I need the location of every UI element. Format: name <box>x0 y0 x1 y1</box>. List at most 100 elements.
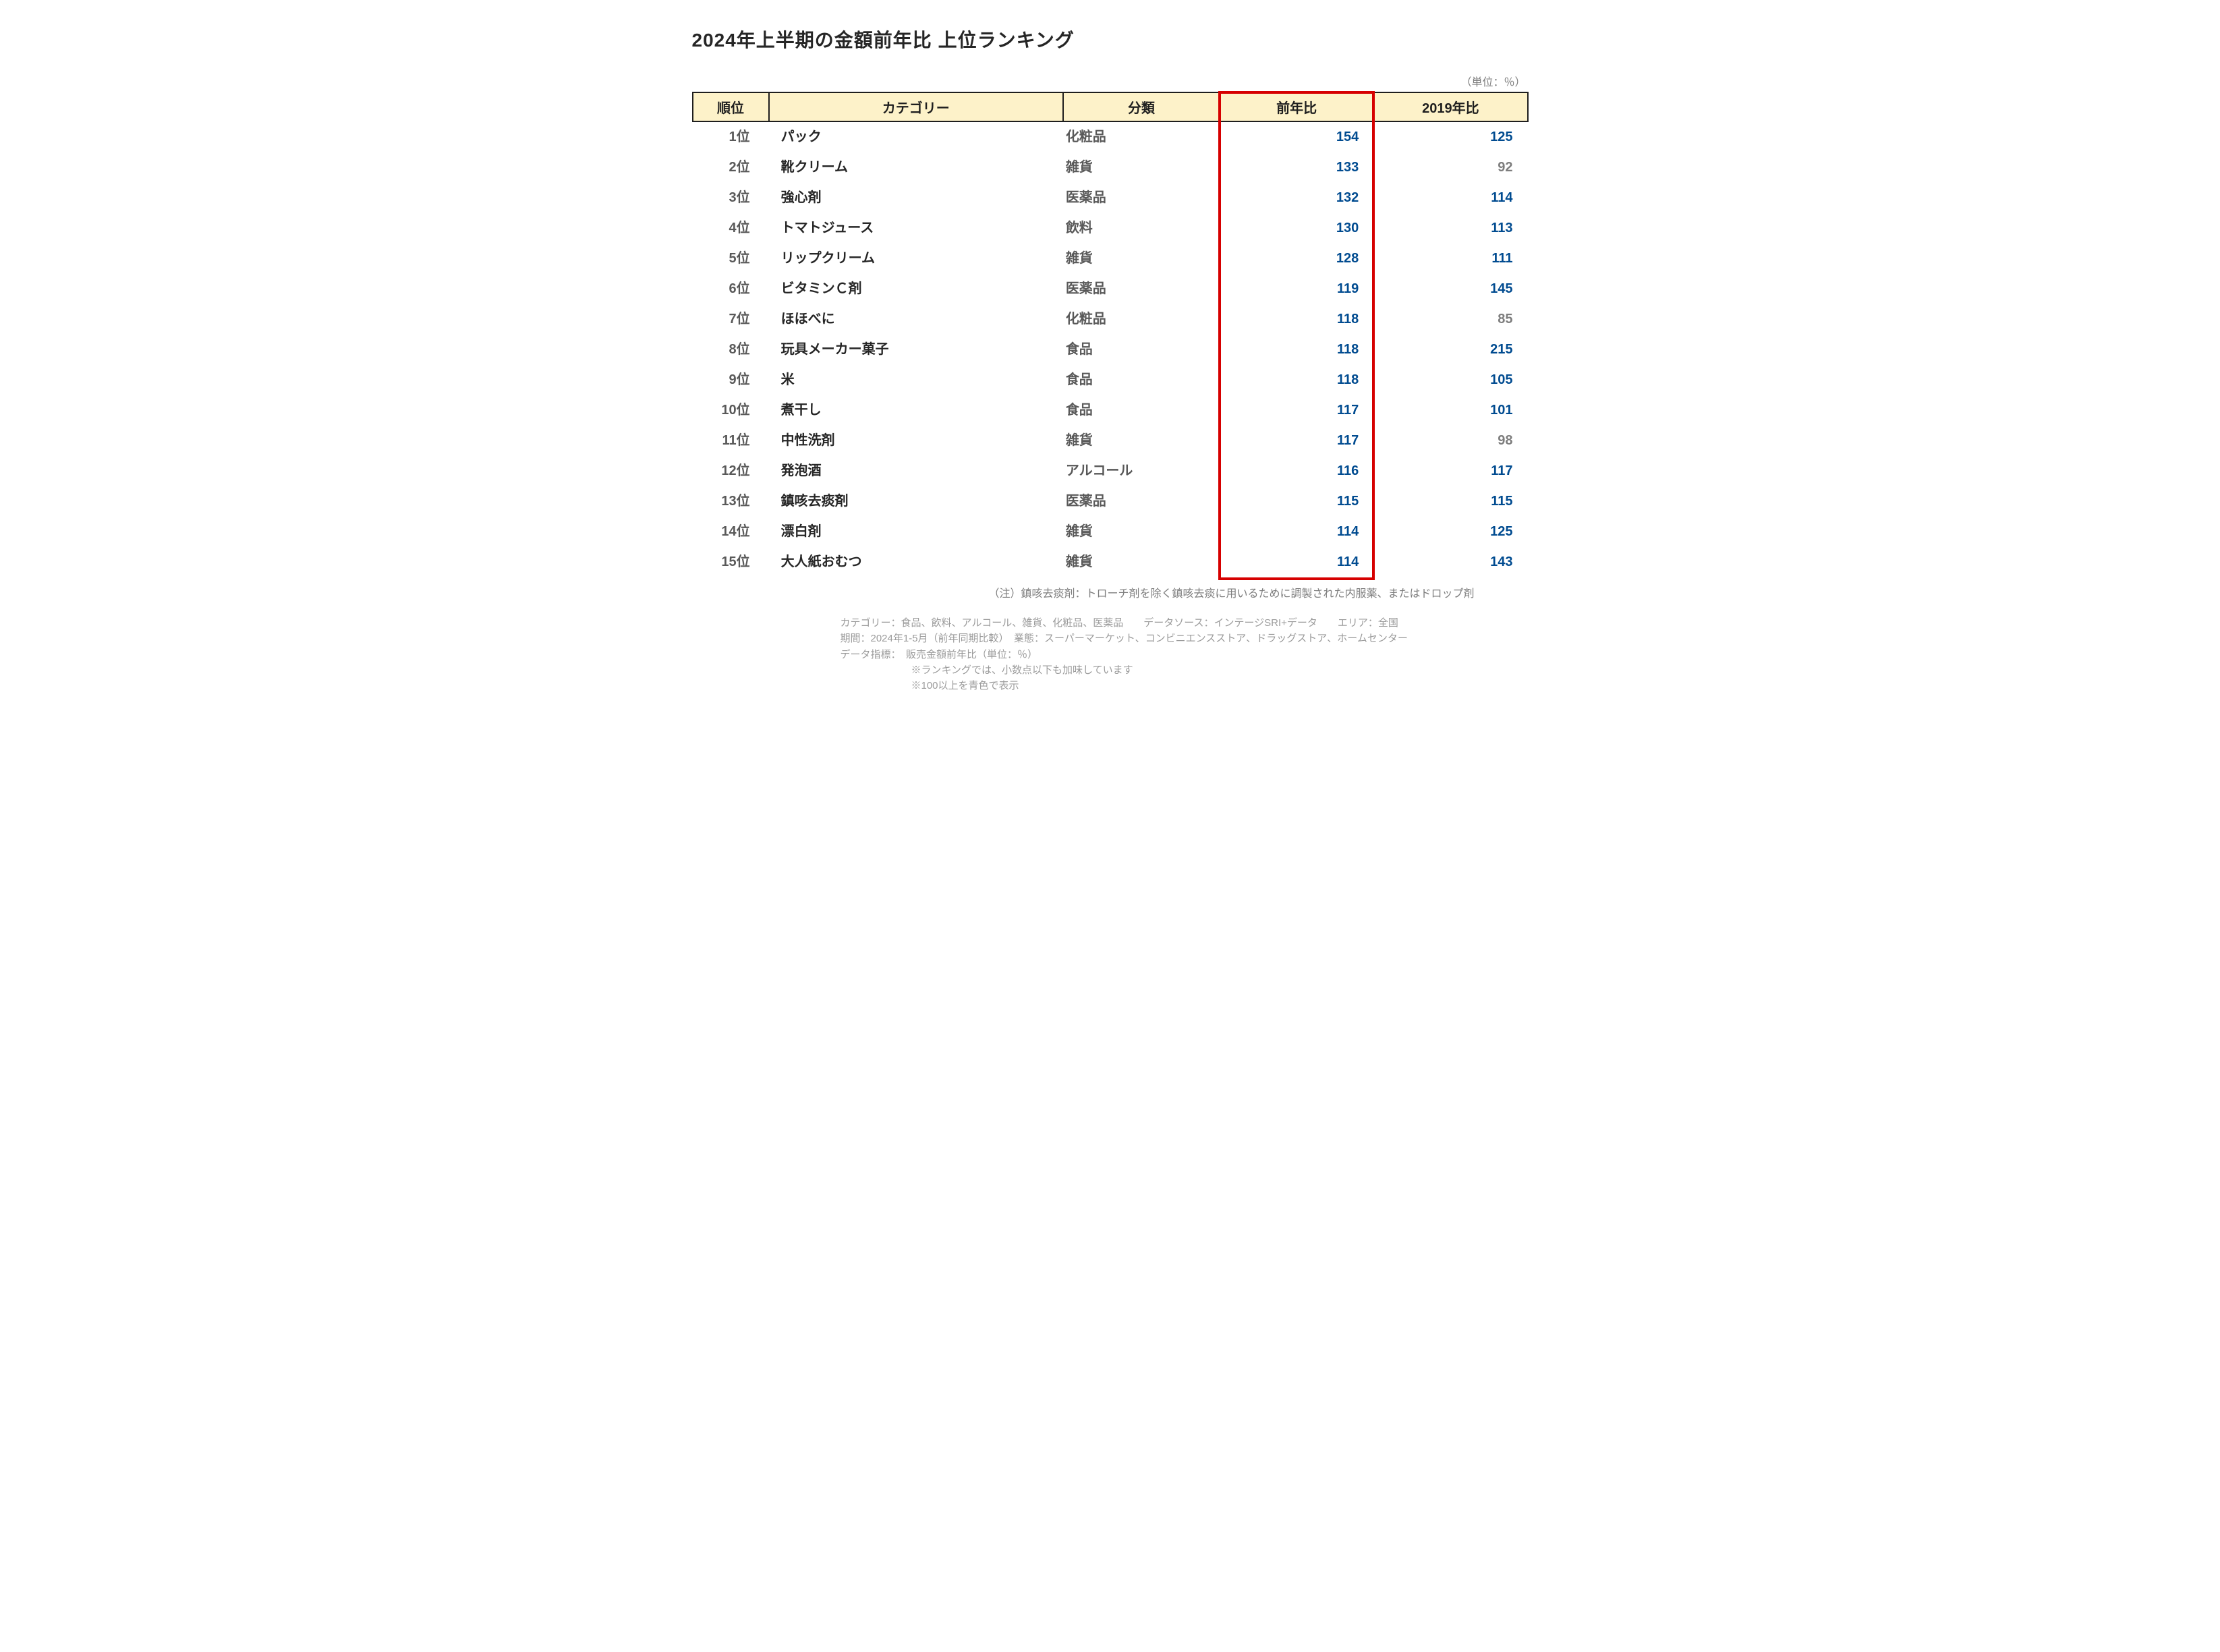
cell-category: トマトジュース <box>769 213 1063 244</box>
cell-yoy: 117 <box>1220 426 1373 456</box>
table-row: 1位パック化粧品154125 <box>693 121 1528 152</box>
cell-type: 化粧品 <box>1063 304 1220 335</box>
cell-yoy: 117 <box>1220 395 1373 426</box>
page-title: 2024年上半期の金額前年比 上位ランキング <box>692 26 1529 53</box>
table-row: 13位鎮咳去痰剤医薬品115115 <box>693 486 1528 517</box>
cell-vs2019: 125 <box>1373 121 1527 152</box>
cell-type: 化粧品 <box>1063 121 1220 152</box>
unit-label: （単位：％） <box>692 73 1529 89</box>
table-row: 14位漂白剤雑貨114125 <box>693 517 1528 547</box>
cell-category: 靴クリーム <box>769 152 1063 183</box>
cell-vs2019: 101 <box>1373 395 1527 426</box>
cell-vs2019: 115 <box>1373 486 1527 517</box>
cell-yoy: 133 <box>1220 152 1373 183</box>
note-line: ※100以上を青色で表示 <box>841 678 1529 693</box>
col-vs2019: 2019年比 <box>1373 92 1527 121</box>
cell-rank: 11位 <box>693 426 769 456</box>
cell-type: 食品 <box>1063 365 1220 395</box>
cell-category: 漂白剤 <box>769 517 1063 547</box>
cell-type: 食品 <box>1063 395 1220 426</box>
cell-rank: 6位 <box>693 274 769 304</box>
cell-yoy: 114 <box>1220 517 1373 547</box>
cell-yoy: 118 <box>1220 335 1373 365</box>
col-rank: 順位 <box>693 92 769 121</box>
table-row: 5位リップクリーム雑貨128111 <box>693 244 1528 274</box>
cell-yoy: 114 <box>1220 547 1373 577</box>
note-line: ※ランキングでは、小数点以下も加味しています <box>841 662 1529 678</box>
cell-category: 煮干し <box>769 395 1063 426</box>
cell-category: ほほべに <box>769 304 1063 335</box>
cell-type: 医薬品 <box>1063 274 1220 304</box>
cell-category: リップクリーム <box>769 244 1063 274</box>
table-row: 2位靴クリーム雑貨13392 <box>693 152 1528 183</box>
cell-vs2019: 117 <box>1373 456 1527 486</box>
cell-category: 大人紙おむつ <box>769 547 1063 577</box>
cell-category: 米 <box>769 365 1063 395</box>
cell-vs2019: 215 <box>1373 335 1527 365</box>
cell-yoy: 115 <box>1220 486 1373 517</box>
cell-yoy: 130 <box>1220 213 1373 244</box>
cell-vs2019: 113 <box>1373 213 1527 244</box>
table-row: 12位発泡酒アルコール116117 <box>693 456 1528 486</box>
cell-rank: 3位 <box>693 183 769 213</box>
col-type: 分類 <box>1063 92 1220 121</box>
cell-rank: 8位 <box>693 335 769 365</box>
cell-type: 食品 <box>1063 335 1220 365</box>
table-row: 9位米食品118105 <box>693 365 1528 395</box>
table-row: 8位玩具メーカー菓子食品118215 <box>693 335 1528 365</box>
cell-rank: 14位 <box>693 517 769 547</box>
cell-rank: 1位 <box>693 121 769 152</box>
cell-category: 玩具メーカー菓子 <box>769 335 1063 365</box>
cell-category: 鎮咳去痰剤 <box>769 486 1063 517</box>
cell-type: 医薬品 <box>1063 486 1220 517</box>
cell-yoy: 118 <box>1220 304 1373 335</box>
cell-category: 発泡酒 <box>769 456 1063 486</box>
cell-yoy: 119 <box>1220 274 1373 304</box>
cell-type: 雑貨 <box>1063 152 1220 183</box>
cell-yoy: 132 <box>1220 183 1373 213</box>
col-yoy: 前年比 <box>1220 92 1373 121</box>
table-row: 11位中性洗剤雑貨11798 <box>693 426 1528 456</box>
cell-rank: 9位 <box>693 365 769 395</box>
cell-rank: 7位 <box>693 304 769 335</box>
cell-rank: 4位 <box>693 213 769 244</box>
cell-vs2019: 143 <box>1373 547 1527 577</box>
footnotes: （注）鎮咳去痰剤：トローチ剤を除く鎮咳去痰に用いるために調製された内服薬、または… <box>692 584 1529 693</box>
cell-rank: 15位 <box>693 547 769 577</box>
table-row: 3位強心剤医薬品132114 <box>693 183 1528 213</box>
cell-rank: 12位 <box>693 456 769 486</box>
cell-category: 強心剤 <box>769 183 1063 213</box>
ranking-table: 順位 カテゴリー 分類 前年比 2019年比 1位パック化粧品1541252位靴… <box>692 92 1529 577</box>
table-row: 7位ほほべに化粧品11885 <box>693 304 1528 335</box>
cell-category: パック <box>769 121 1063 152</box>
cell-vs2019: 145 <box>1373 274 1527 304</box>
cell-rank: 13位 <box>693 486 769 517</box>
cell-rank: 5位 <box>693 244 769 274</box>
cell-type: 雑貨 <box>1063 426 1220 456</box>
cell-vs2019: 98 <box>1373 426 1527 456</box>
note-methodology: カテゴリー：食品、飲料、アルコール、雑貨、化粧品、医薬品 データソース：インテー… <box>841 615 1529 693</box>
cell-yoy: 154 <box>1220 121 1373 152</box>
table-container: 順位 カテゴリー 分類 前年比 2019年比 1位パック化粧品1541252位靴… <box>692 92 1529 577</box>
table-body: 1位パック化粧品1541252位靴クリーム雑貨133923位強心剤医薬品1321… <box>693 121 1528 577</box>
cell-type: 医薬品 <box>1063 183 1220 213</box>
cell-category: ビタミンＣ剤 <box>769 274 1063 304</box>
cell-rank: 10位 <box>693 395 769 426</box>
table-header: 順位 カテゴリー 分類 前年比 2019年比 <box>693 92 1528 121</box>
cell-type: 雑貨 <box>1063 547 1220 577</box>
note-line: データ指標： 販売金額前年比（単位：％） <box>841 647 1529 662</box>
cell-vs2019: 92 <box>1373 152 1527 183</box>
table-row: 15位大人紙おむつ雑貨114143 <box>693 547 1528 577</box>
table-row: 6位ビタミンＣ剤医薬品119145 <box>693 274 1528 304</box>
cell-vs2019: 111 <box>1373 244 1527 274</box>
note-definition: （注）鎮咳去痰剤：トローチ剤を除く鎮咳去痰に用いるために調製された内服薬、または… <box>989 584 1529 600</box>
cell-category: 中性洗剤 <box>769 426 1063 456</box>
col-category: カテゴリー <box>769 92 1063 121</box>
cell-type: 雑貨 <box>1063 244 1220 274</box>
note-line: 期間：2024年1-5月（前年同期比較） 業態：スーパーマーケット、コンビニエン… <box>841 631 1529 646</box>
cell-vs2019: 114 <box>1373 183 1527 213</box>
table-row: 10位煮干し食品117101 <box>693 395 1528 426</box>
cell-vs2019: 85 <box>1373 304 1527 335</box>
note-line: カテゴリー：食品、飲料、アルコール、雑貨、化粧品、医薬品 データソース：インテー… <box>841 615 1529 631</box>
cell-type: 雑貨 <box>1063 517 1220 547</box>
